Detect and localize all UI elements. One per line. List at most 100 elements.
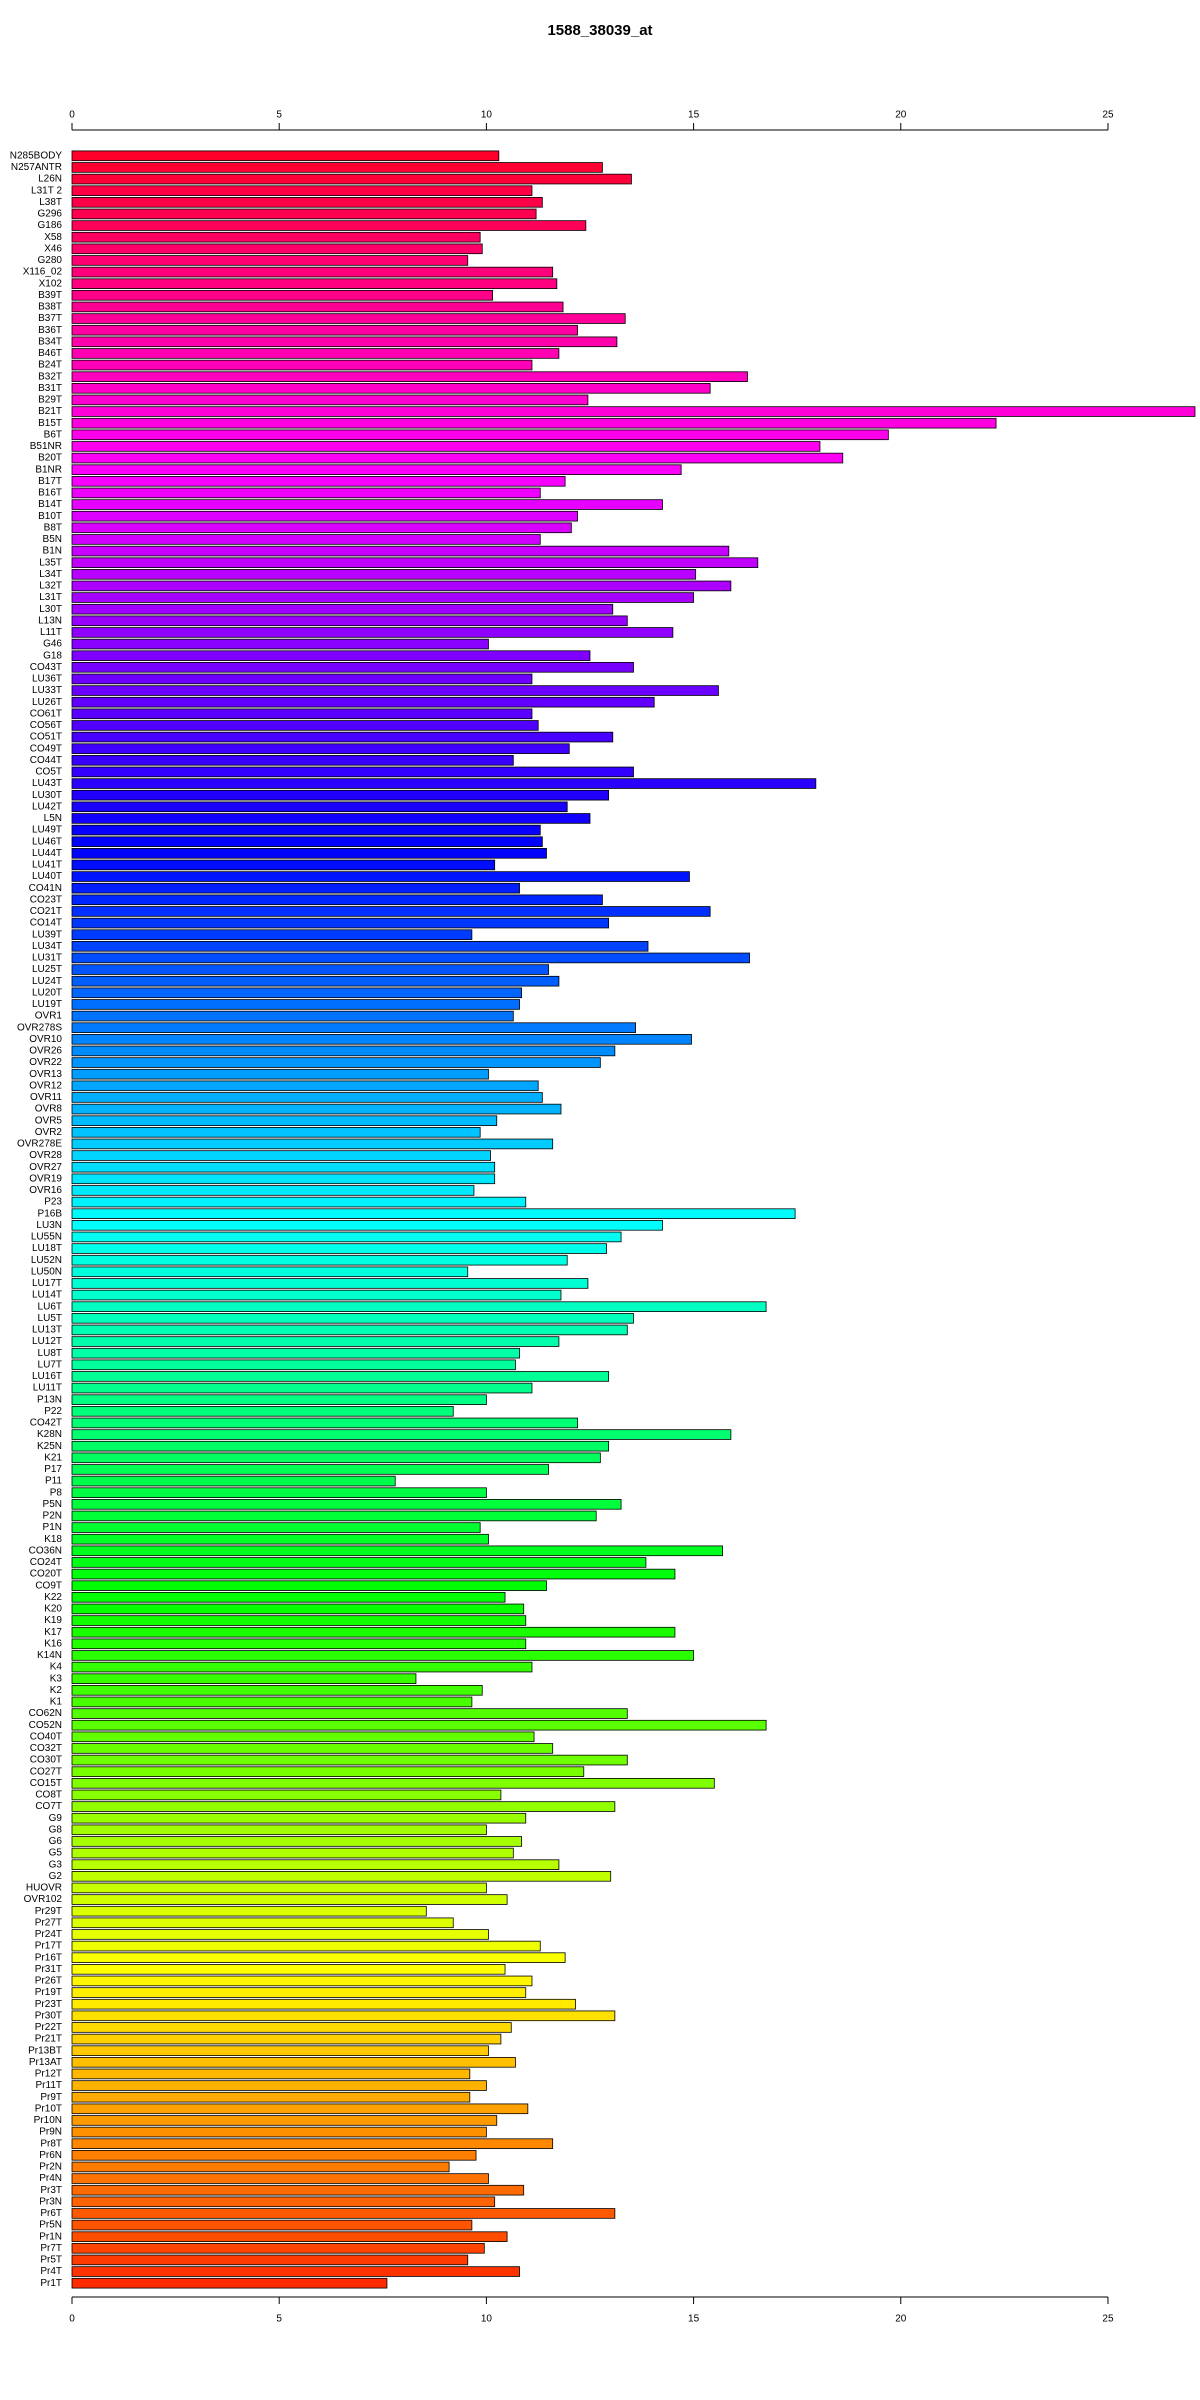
- category-label: G5: [49, 1848, 63, 1859]
- bar: [71, 1952, 566, 1963]
- category-label: LU3N: [36, 1220, 62, 1231]
- category-label: B31T: [38, 383, 62, 394]
- category-label: CO44T: [30, 755, 62, 766]
- bar: [71, 1138, 554, 1150]
- bar: [71, 394, 589, 406]
- category-label: LU42T: [32, 801, 62, 812]
- category-label: G9: [49, 1813, 63, 1824]
- category-label: Pr22T: [35, 2022, 62, 2033]
- bar: [71, 2254, 469, 2266]
- bar: [71, 2184, 525, 2196]
- bar: [71, 1719, 767, 1731]
- category-label: LU7T: [38, 1359, 62, 1370]
- category-label: Pr21T: [35, 2034, 62, 2045]
- bar: [71, 2150, 477, 2161]
- bar: [71, 2057, 516, 2068]
- category-label: Pr19T: [35, 1987, 62, 1998]
- bar: [71, 1754, 628, 1766]
- category-label: Pr5T: [40, 2255, 62, 2266]
- top-tick-label: 15: [688, 110, 700, 121]
- category-label: LU46T: [32, 836, 62, 847]
- bar: [71, 1824, 487, 1836]
- category-label: P22: [44, 1406, 62, 1417]
- category-label: X102: [39, 278, 63, 289]
- bar: [71, 2080, 487, 2091]
- category-label: B8T: [44, 522, 62, 533]
- category-label: P11: [45, 1476, 62, 1487]
- bar: [71, 894, 603, 906]
- bar: [71, 1092, 543, 1103]
- bar: [71, 1731, 535, 1743]
- category-label: OVR12: [29, 1080, 62, 1091]
- category-label: CO24T: [30, 1557, 62, 1568]
- category-label: K28N: [37, 1429, 62, 1440]
- bar: [71, 2138, 554, 2149]
- category-label: Pr31T: [35, 1964, 62, 1975]
- category-label: Pr3T: [40, 2185, 62, 2196]
- bar: [71, 1254, 568, 1266]
- bar: [71, 1650, 694, 1661]
- category-label: OVR5: [35, 1115, 63, 1126]
- category-label: P13N: [37, 1394, 62, 1405]
- bar: [71, 917, 610, 929]
- category-label: LU11T: [33, 1383, 62, 1394]
- bar: [71, 2208, 616, 2219]
- bar: [71, 220, 587, 231]
- category-label: P1N: [43, 1522, 62, 1533]
- bar: [71, 1324, 628, 1336]
- category-label: LU13T: [32, 1325, 62, 1336]
- category-label: K17: [44, 1627, 62, 1638]
- bar: [71, 1499, 622, 1510]
- bar: [71, 1766, 585, 1777]
- category-label: G296: [38, 209, 63, 220]
- bar: [71, 1545, 723, 1557]
- bar: [71, 1196, 527, 1208]
- category-label: OVR278E: [17, 1139, 62, 1150]
- bar: [71, 1464, 549, 1475]
- bar: [71, 1301, 767, 1312]
- category-label: Pr29T: [35, 1906, 62, 1917]
- bar: [71, 1127, 481, 1138]
- category-label: CO15T: [30, 1778, 62, 1789]
- category-label: K14N: [37, 1650, 62, 1661]
- category-label: LU52N: [31, 1255, 62, 1266]
- category-label: Pr5N: [39, 2220, 62, 2231]
- category-label: CO5T: [35, 767, 62, 778]
- bar: [71, 1359, 516, 1371]
- category-label: LU40T: [32, 871, 62, 882]
- category-label: G18: [43, 650, 62, 661]
- bar: [71, 720, 539, 731]
- category-label: P2N: [43, 1511, 62, 1522]
- bar: [71, 1034, 692, 1045]
- bar: [71, 1685, 483, 1696]
- category-label: LU49T: [32, 825, 62, 836]
- bar: [71, 324, 578, 336]
- category-label: Pr8T: [40, 2138, 62, 2149]
- category-label: OVR22: [29, 1057, 62, 1068]
- category-label: K1: [50, 1697, 63, 1708]
- category-label: B17T: [38, 476, 62, 487]
- category-label: Pr13AT: [29, 2057, 62, 2068]
- bar: [71, 1208, 796, 1219]
- bar: [71, 162, 603, 173]
- category-label: K19: [44, 1615, 62, 1626]
- bar: [71, 1080, 539, 1092]
- bar: [71, 173, 632, 185]
- bar: [71, 696, 655, 708]
- bar: [71, 534, 541, 545]
- bar: [71, 545, 730, 557]
- bar: [71, 1243, 607, 1254]
- top-tick-label: 25: [1102, 110, 1114, 121]
- category-label: P17: [44, 1464, 62, 1475]
- category-label: LU44T: [32, 848, 62, 859]
- bar: [71, 1150, 491, 1161]
- category-label: P8: [50, 1487, 63, 1498]
- category-label: K20: [44, 1604, 62, 1615]
- category-label: LU43T: [32, 778, 62, 789]
- bar: [71, 1929, 489, 1940]
- bar: [71, 1220, 663, 1231]
- category-label: LU14T: [32, 1290, 62, 1301]
- bar: [71, 2068, 471, 2080]
- bar: [71, 557, 759, 568]
- bar: [71, 1882, 487, 1894]
